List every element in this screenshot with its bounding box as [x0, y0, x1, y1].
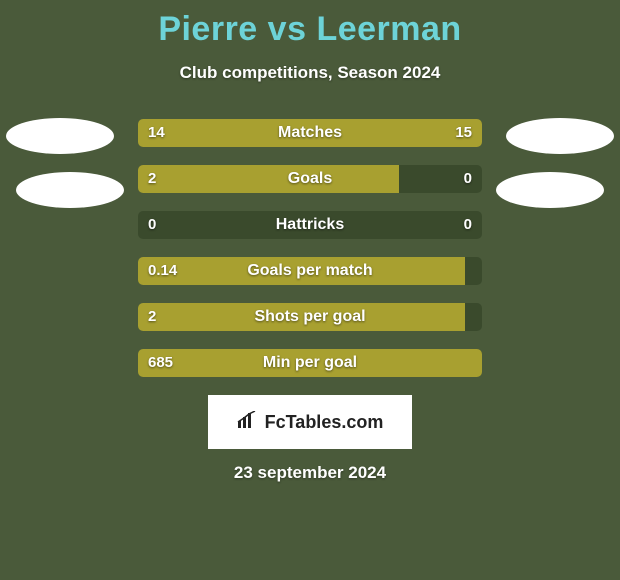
- stat-row: 2Shots per goal: [138, 303, 482, 331]
- avatar-right-shadow2: [496, 172, 604, 208]
- stat-row: 685Min per goal: [138, 349, 482, 377]
- stat-row: 0.14Goals per match: [138, 257, 482, 285]
- brand-text: FcTables.com: [265, 412, 384, 433]
- stat-row: 0Hattricks0: [138, 211, 482, 239]
- stat-label: Goals per match: [138, 257, 482, 285]
- stat-label: Matches: [138, 119, 482, 147]
- chart-icon: [237, 411, 259, 434]
- stats-container: 14Matches152Goals00Hattricks00.14Goals p…: [138, 119, 482, 377]
- comparison-card: Pierre vs Leerman Club competitions, Sea…: [0, 0, 620, 580]
- stat-label: Goals: [138, 165, 482, 193]
- stat-label: Hattricks: [138, 211, 482, 239]
- avatar-left-shadow: [6, 118, 114, 154]
- stat-label: Min per goal: [138, 349, 482, 377]
- avatar-right-shadow: [506, 118, 614, 154]
- avatar-left-shadow2: [16, 172, 124, 208]
- page-title: Pierre vs Leerman: [0, 10, 620, 49]
- brand-badge: FcTables.com: [208, 395, 412, 449]
- stat-value-right: 0: [464, 165, 472, 193]
- player-right-name: Leerman: [316, 10, 461, 48]
- vs-separator: vs: [268, 10, 307, 48]
- date-text: 23 september 2024: [0, 463, 620, 483]
- stat-row: 14Matches15: [138, 119, 482, 147]
- subtitle: Club competitions, Season 2024: [0, 63, 620, 83]
- stat-label: Shots per goal: [138, 303, 482, 331]
- stat-value-right: 15: [455, 119, 472, 147]
- player-left-name: Pierre: [158, 10, 257, 48]
- stat-value-right: 0: [464, 211, 472, 239]
- stat-row: 2Goals0: [138, 165, 482, 193]
